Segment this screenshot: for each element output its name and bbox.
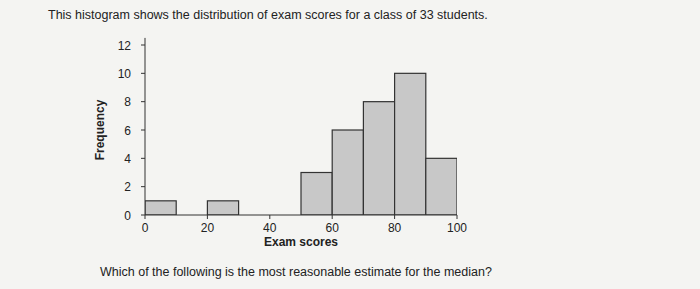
x-tick — [457, 215, 458, 219]
y-tick — [141, 186, 145, 187]
page: This histogram shows the distribution of… — [0, 0, 700, 289]
x-tick — [332, 215, 333, 219]
bars — [145, 73, 457, 215]
x-tick — [145, 215, 146, 219]
y-tick-label: 10 — [118, 67, 132, 81]
y-tick — [141, 158, 145, 159]
bar — [145, 201, 176, 215]
x-tick-label: 80 — [388, 221, 402, 235]
y-tick — [141, 101, 145, 102]
y-tick-label: 8 — [124, 95, 131, 109]
y-axis-label: Frequency — [93, 99, 107, 160]
x-tick-label: 0 — [142, 221, 149, 235]
bar — [332, 130, 363, 215]
y-tick — [141, 215, 145, 216]
chart-svg: This histogram shows the distribution of… — [0, 0, 700, 289]
x-tick — [394, 215, 395, 219]
y-tick — [141, 130, 145, 131]
y-tick-label: 0 — [124, 209, 131, 223]
x-tick-label: 20 — [201, 221, 215, 235]
y-axis — [145, 38, 146, 215]
x-axis-label: Exam scores — [264, 235, 338, 249]
y-tick-label: 12 — [118, 39, 132, 53]
y-tick-label: 6 — [124, 124, 131, 138]
y-tick — [141, 45, 145, 46]
bar — [301, 173, 332, 216]
y-tick-label: 2 — [124, 180, 131, 194]
y-tick — [141, 73, 145, 74]
bar — [395, 73, 426, 215]
x-tick-label: 40 — [263, 221, 277, 235]
x-tick — [207, 215, 208, 219]
intro-text: This histogram shows the distribution of… — [48, 8, 488, 22]
x-axis — [145, 214, 457, 215]
x-tick — [269, 215, 270, 219]
bar — [426, 158, 457, 215]
x-tick-label: 100 — [447, 221, 467, 235]
bar — [207, 201, 238, 215]
x-tick-label: 60 — [326, 221, 340, 235]
question-text: Which of the following is the most reaso… — [100, 265, 492, 279]
y-tick-label: 4 — [124, 152, 131, 166]
bar — [363, 102, 394, 215]
